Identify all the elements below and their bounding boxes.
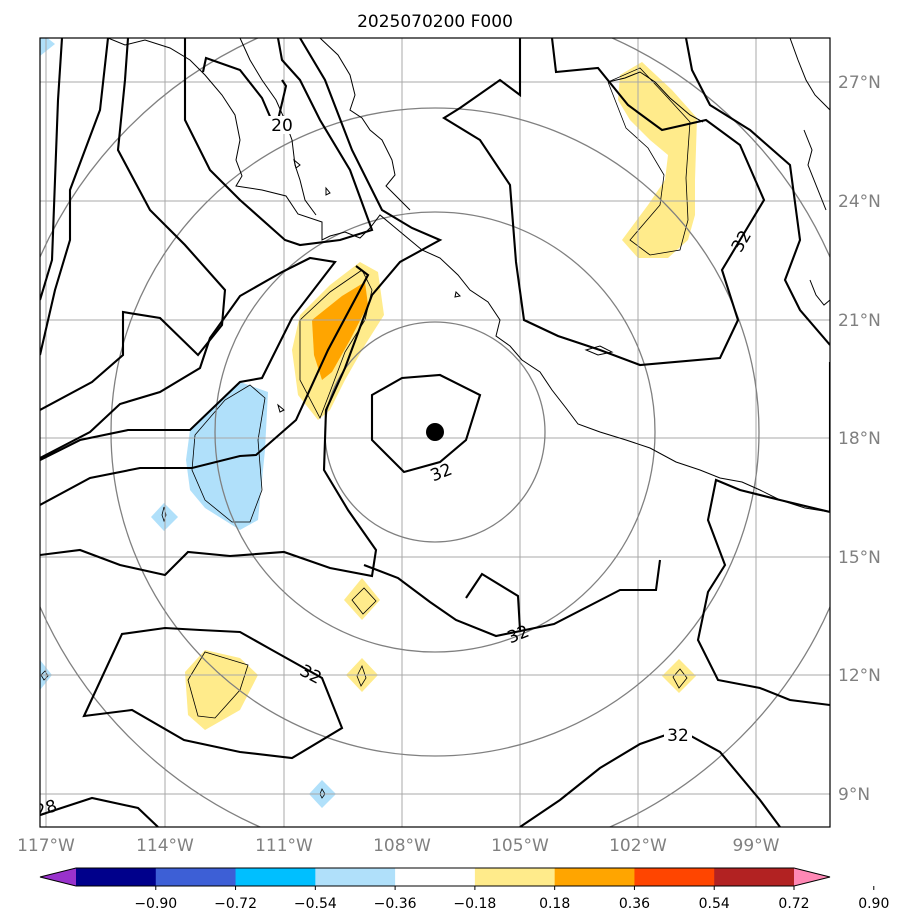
contour-32-south xyxy=(465,572,522,631)
contour-label-28: 28 xyxy=(33,796,60,822)
colorbar-segment xyxy=(634,868,715,886)
longitude-labels: 117°W 114°W 111°W 108°W 105°W 102°W 99°W xyxy=(17,836,780,856)
contour-32-central xyxy=(40,256,337,461)
coastlines xyxy=(107,38,830,513)
colorbar-tick-label: 0.36 xyxy=(619,896,650,912)
shaded-anomaly-field xyxy=(40,38,697,808)
contour-32-north xyxy=(442,38,766,367)
lon-label: 111°W xyxy=(255,836,313,856)
positive-anomaly-small-3 xyxy=(662,659,696,693)
contour-20 xyxy=(183,38,374,247)
lon-label: 108°W xyxy=(373,836,431,856)
contour-outer-loop xyxy=(276,79,288,121)
contour-label-32-south: 32 xyxy=(505,622,533,649)
colorbar-tick-label: 0.18 xyxy=(539,896,570,912)
contour-20b xyxy=(201,56,276,129)
lat-label: 24°N xyxy=(838,192,881,212)
colorbar-tick-label: 0.90 xyxy=(858,896,889,912)
colorbar-segment xyxy=(155,868,237,886)
anomaly-outlines xyxy=(40,67,691,799)
map-frame xyxy=(39,37,831,828)
contour-32-southeast xyxy=(519,728,781,827)
colorbar-ticks: −0.90 −0.72 −0.54 −0.36 −0.18 0.18 0.36 0.54 0.7… xyxy=(134,886,889,912)
colorbar: −0.90 −0.72 −0.54 −0.36 −0.18 0.18 0.36 0.54 0.7… xyxy=(39,867,889,912)
colorbar-segment xyxy=(235,868,316,886)
colorbar-segment xyxy=(554,868,635,886)
lat-label: 21°N xyxy=(838,311,881,331)
range-rings xyxy=(40,38,830,827)
colorbar-segment xyxy=(714,868,795,886)
contour-north-east xyxy=(684,38,830,346)
map-area: 20 32 32 32 32 32 28 xyxy=(33,38,830,827)
positive-anomaly-small-1 xyxy=(344,578,380,620)
contour-south-mid xyxy=(363,559,662,638)
lat-label: 15°N xyxy=(838,548,881,568)
contour-ridge xyxy=(40,38,443,578)
lon-label: 99°W xyxy=(733,836,780,856)
colorbar-extend-low xyxy=(40,868,76,886)
colorbar-extend-high xyxy=(794,868,830,886)
colorbar-segment xyxy=(474,868,556,886)
colorbar-tick-label: −0.36 xyxy=(374,896,417,912)
negative-anomaly-small-4 xyxy=(40,38,55,56)
colorbar-segment xyxy=(315,868,396,886)
map-title: 2025070200 F000 xyxy=(357,12,513,32)
contour-west-1 xyxy=(40,38,64,301)
colorbar-outline xyxy=(39,867,831,887)
contour-east-ridge xyxy=(696,478,830,707)
lat-label: 9°N xyxy=(838,785,870,805)
contour-32-southwest xyxy=(82,626,344,760)
lon-label: 114°W xyxy=(136,836,194,856)
contour-label-20: 20 xyxy=(271,116,293,136)
contour-labels: 20 32 32 32 32 32 28 xyxy=(33,116,756,822)
colorbar-segment xyxy=(395,868,476,886)
colorbar-tick-label: 0.54 xyxy=(699,896,730,912)
colorbar-tick-label: 0.72 xyxy=(778,896,809,912)
colorbar-tick-label: −0.72 xyxy=(214,896,257,912)
lat-label: 18°N xyxy=(838,429,881,449)
lat-label: 12°N xyxy=(838,666,881,686)
lon-label: 105°W xyxy=(491,836,549,856)
colorbar-segments xyxy=(40,868,830,886)
positive-anomaly-sw xyxy=(185,650,258,730)
storm-center-marker xyxy=(426,423,444,441)
lat-label: 27°N xyxy=(838,73,881,93)
contour-28 xyxy=(40,796,159,827)
colorbar-segment xyxy=(76,868,157,886)
contour-west-inner xyxy=(40,265,370,506)
positive-anomaly-ne xyxy=(618,62,697,258)
colorbar-tick-label: −0.54 xyxy=(294,896,337,912)
colorbar-tick-label: −0.90 xyxy=(134,896,177,912)
contour-west-2 xyxy=(40,38,110,356)
height-contours xyxy=(40,38,830,827)
graticule xyxy=(40,38,830,827)
latitude-labels: 27°N 24°N 21°N 18°N 15°N 12°N 9°N xyxy=(838,73,881,805)
lon-label: 117°W xyxy=(17,836,75,856)
contour-32-eye xyxy=(370,373,482,474)
negative-anomaly-west xyxy=(186,382,268,530)
contour-west-3 xyxy=(40,38,227,411)
lon-label: 102°W xyxy=(609,836,667,856)
colorbar-tick-label: −0.18 xyxy=(453,896,496,912)
contour-label-32-southeast: 32 xyxy=(667,726,689,746)
